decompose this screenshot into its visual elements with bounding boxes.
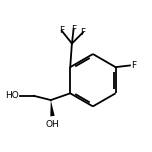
Text: F: F — [71, 25, 76, 34]
Text: F: F — [131, 61, 136, 70]
Polygon shape — [50, 100, 55, 116]
Text: OH: OH — [46, 120, 59, 129]
Text: F: F — [80, 28, 85, 37]
Text: F: F — [59, 26, 64, 35]
Text: HO: HO — [5, 91, 19, 100]
